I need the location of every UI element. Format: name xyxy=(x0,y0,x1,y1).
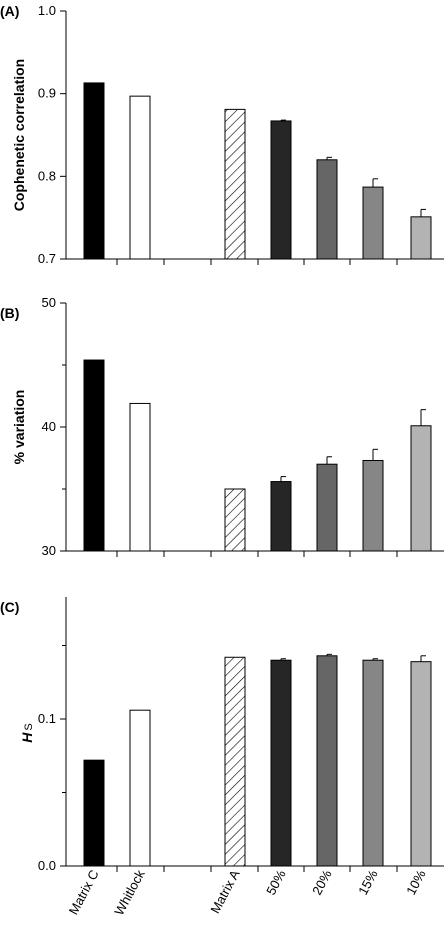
y-tick-label: 0.0 xyxy=(38,858,56,873)
panel-c: (C) HS 0.0 0.1 xyxy=(0,597,444,873)
y-tick-label: 0.1 xyxy=(38,711,56,726)
category-label-10pct: 10% xyxy=(403,867,429,897)
panel-c-bars xyxy=(83,653,432,867)
bar-matrix-a xyxy=(224,488,246,552)
y-tick-label: 1.0 xyxy=(38,3,56,18)
panel-a-ylabel: Cophenetic correlation xyxy=(11,59,27,211)
panel-c-ylabel: HS xyxy=(19,723,35,742)
category-labels: Matrix C Whitlock Matrix A 50% 20% 15% 10% xyxy=(66,867,429,918)
bar-15pct xyxy=(362,459,384,552)
bar-whitlock xyxy=(129,95,151,260)
panel-b-ylabel: % variation xyxy=(11,390,27,465)
y-tick-label: 0.7 xyxy=(38,251,56,266)
category-label-20pct: 20% xyxy=(309,867,335,897)
bar-matrix-a xyxy=(224,108,246,260)
bar-10pct xyxy=(410,661,432,867)
category-label-15pct: 15% xyxy=(355,867,381,897)
panel-a-letter: (A) xyxy=(0,3,19,19)
bar-50pct xyxy=(270,659,292,867)
panel-c-ylabel-main: H xyxy=(19,732,35,743)
bar-20pct xyxy=(316,463,338,552)
panel-a: (A) Cophenetic correlation 0.7 0.8 0.9 1.0 xyxy=(0,3,444,266)
bar-15pct xyxy=(362,186,384,260)
bar-50pct xyxy=(270,481,292,552)
y-tick-label: 50 xyxy=(42,295,56,310)
panel-b-bars xyxy=(83,359,432,552)
bar-matrix-c xyxy=(83,759,105,867)
bar-50pct xyxy=(270,120,292,260)
category-label-whitlock: Whitlock xyxy=(111,867,148,918)
bar-whitlock xyxy=(129,402,151,552)
bar-15pct xyxy=(362,659,384,867)
y-tick-label: 30 xyxy=(42,543,56,558)
bar-20pct xyxy=(316,655,338,867)
panel-b: (B) % variation 30 40 50 xyxy=(0,295,444,558)
panel-b-letter: (B) xyxy=(0,305,19,321)
bar-matrix-c xyxy=(83,82,105,260)
bar-matrix-a xyxy=(224,656,246,867)
panel-c-ylabel-sub: S xyxy=(23,723,35,730)
bar-20pct xyxy=(316,159,338,260)
y-tick-label: 0.9 xyxy=(38,86,56,101)
category-label-50pct: 50% xyxy=(263,867,289,897)
panel-a-bars xyxy=(83,82,432,260)
bar-10pct xyxy=(410,216,432,260)
y-tick-label: 40 xyxy=(42,419,56,434)
category-label-matrix-a: Matrix A xyxy=(207,867,242,916)
y-tick-label: 0.8 xyxy=(38,168,56,183)
bar-10pct xyxy=(410,425,432,552)
bar-matrix-c xyxy=(83,359,105,552)
category-label-matrix-c: Matrix C xyxy=(66,867,102,917)
panel-c-letter: (C) xyxy=(0,599,19,615)
bar-whitlock xyxy=(129,709,151,867)
